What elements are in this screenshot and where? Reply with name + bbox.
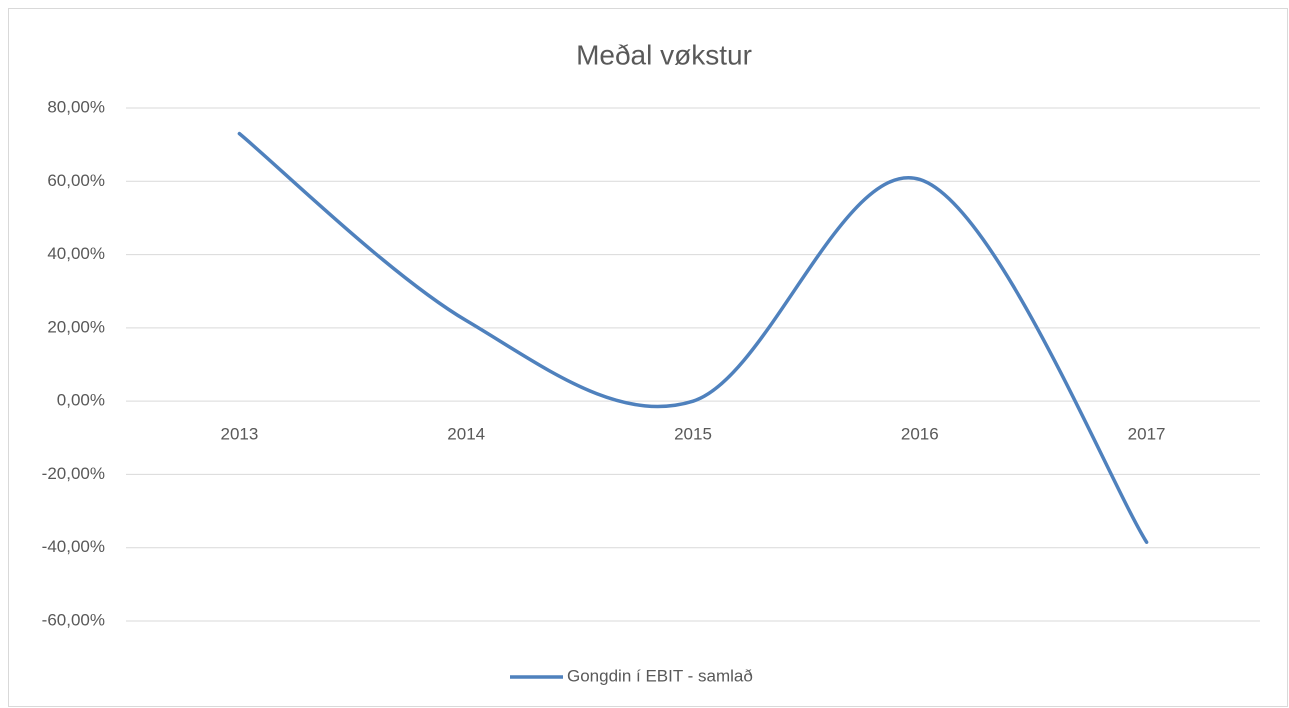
x-tick-label: 2013 xyxy=(220,425,258,444)
y-tick-label: 80,00% xyxy=(47,97,105,116)
x-tick-label: 2015 xyxy=(674,425,712,444)
x-tick-label: 2016 xyxy=(901,425,939,444)
y-tick-label: 60,00% xyxy=(47,171,105,190)
x-tick-label: 2017 xyxy=(1128,425,1166,444)
y-tick-label: 0,00% xyxy=(57,391,105,410)
y-tick-label: -20,00% xyxy=(42,464,105,483)
line-series xyxy=(237,131,1149,544)
chart-title: Meðal vøkstur xyxy=(576,39,752,70)
y-tick-label: 20,00% xyxy=(47,317,105,336)
y-tick-label: 40,00% xyxy=(47,244,105,263)
chart-border xyxy=(8,8,1288,707)
legend-label: Gongdin í EBIT - samlað xyxy=(567,666,753,685)
y-tick-label: -60,00% xyxy=(42,610,105,629)
x-tick-label: 2014 xyxy=(447,425,485,444)
y-tick-label: -40,00% xyxy=(42,537,105,556)
